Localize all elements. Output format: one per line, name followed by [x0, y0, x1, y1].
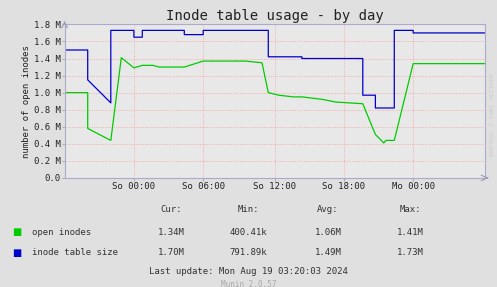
Text: 1.73M: 1.73M — [397, 248, 423, 257]
Text: inode table size: inode table size — [32, 248, 118, 257]
Text: Munin 2.0.57: Munin 2.0.57 — [221, 280, 276, 287]
Title: Inode table usage - by day: Inode table usage - by day — [166, 9, 384, 23]
Text: ■: ■ — [12, 228, 22, 237]
Text: 1.70M: 1.70M — [158, 248, 185, 257]
Text: 1.41M: 1.41M — [397, 228, 423, 237]
Text: open inodes: open inodes — [32, 228, 91, 237]
Text: 1.06M: 1.06M — [315, 228, 341, 237]
Text: Max:: Max: — [399, 205, 421, 214]
Text: Last update: Mon Aug 19 03:20:03 2024: Last update: Mon Aug 19 03:20:03 2024 — [149, 267, 348, 276]
Text: Min:: Min: — [238, 205, 259, 214]
Y-axis label: number of open inodes: number of open inodes — [22, 45, 31, 158]
Text: 1.49M: 1.49M — [315, 248, 341, 257]
Text: RRDTOOL / TOBI OETIKER: RRDTOOL / TOBI OETIKER — [490, 73, 495, 156]
Text: 400.41k: 400.41k — [230, 228, 267, 237]
Text: ■: ■ — [12, 248, 22, 257]
Text: Avg:: Avg: — [317, 205, 339, 214]
Text: 791.89k: 791.89k — [230, 248, 267, 257]
Text: 1.34M: 1.34M — [158, 228, 185, 237]
Text: Cur:: Cur: — [161, 205, 182, 214]
